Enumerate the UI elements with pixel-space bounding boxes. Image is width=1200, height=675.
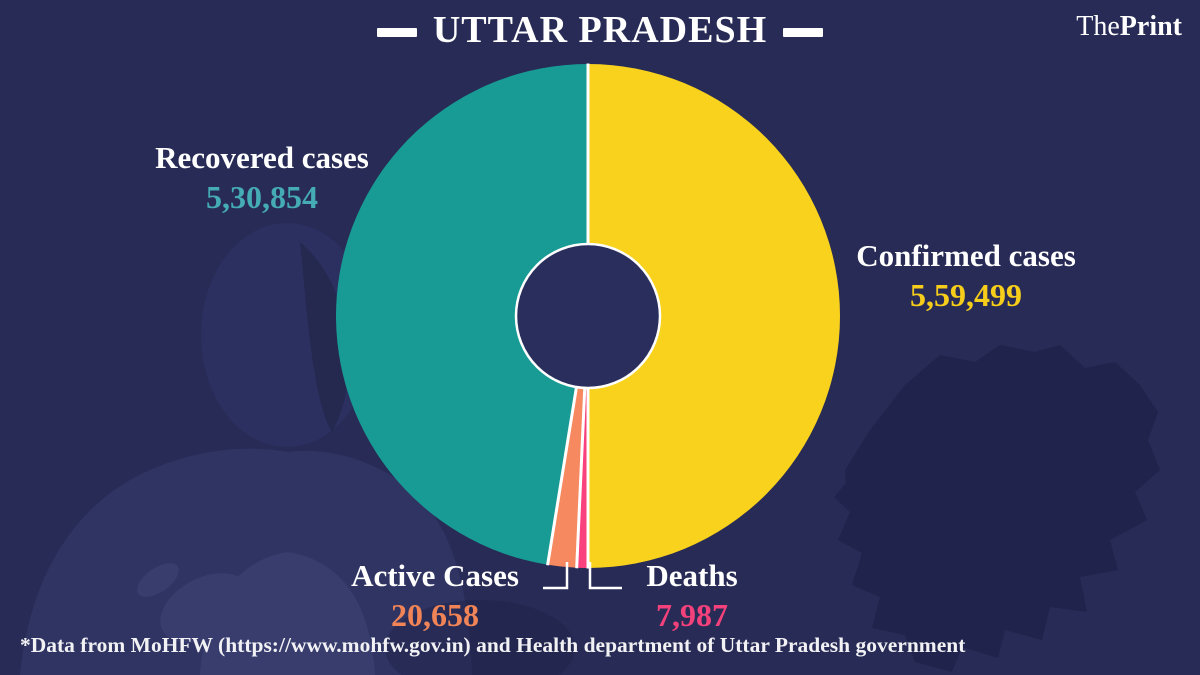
pie-slice-recovered	[335, 64, 588, 565]
deaths-label-group: Deaths 7,987	[512, 558, 872, 633]
slice-divider-line	[575, 386, 587, 569]
recovered-cases-label-group: Recovered cases 5,30,854	[82, 140, 442, 215]
slice-divider-line	[546, 385, 579, 566]
person-photo-silhouette	[20, 223, 575, 675]
title-dash-right	[783, 28, 824, 38]
up-map-silhouette	[834, 345, 1160, 672]
active-cases-value: 20,658	[391, 596, 479, 633]
page-title: UTTAR PRADESH	[432, 9, 768, 51]
confirmed-cases-value: 5,59,499	[910, 276, 1022, 313]
active-cases-label: Active Cases	[351, 558, 519, 593]
title-row: UTTAR PRADESH	[0, 9, 1200, 52]
leader-lines	[543, 562, 622, 590]
donut-hole	[514, 242, 662, 390]
pie-slice-confirmed	[588, 64, 840, 568]
theprint-logo: ThePrint	[1076, 11, 1182, 43]
confirmed-cases-label: Confirmed cases	[856, 238, 1076, 273]
active-cases-label-group: Active Cases 20,658	[255, 558, 615, 633]
donut-chart	[335, 63, 840, 569]
theprint-logo-the: The	[1076, 11, 1120, 42]
data-source-note: *Data from MoHFW (https://www.mohfw.gov.…	[20, 633, 966, 657]
theprint-logo-print: Print	[1119, 11, 1182, 42]
deaths-label: Deaths	[646, 558, 738, 593]
leader-line-active	[543, 562, 569, 590]
confirmed-cases-label-group: Confirmed cases 5,59,499	[786, 238, 1146, 313]
recovered-cases-label: Recovered cases	[155, 140, 369, 175]
deaths-value: 7,987	[656, 596, 728, 633]
up-map-shape	[834, 345, 1160, 672]
leader-line-deaths	[588, 562, 622, 590]
pie-slice-active	[547, 387, 585, 568]
title-dash-left	[376, 28, 417, 38]
recovered-cases-value: 5,30,854	[206, 178, 318, 215]
